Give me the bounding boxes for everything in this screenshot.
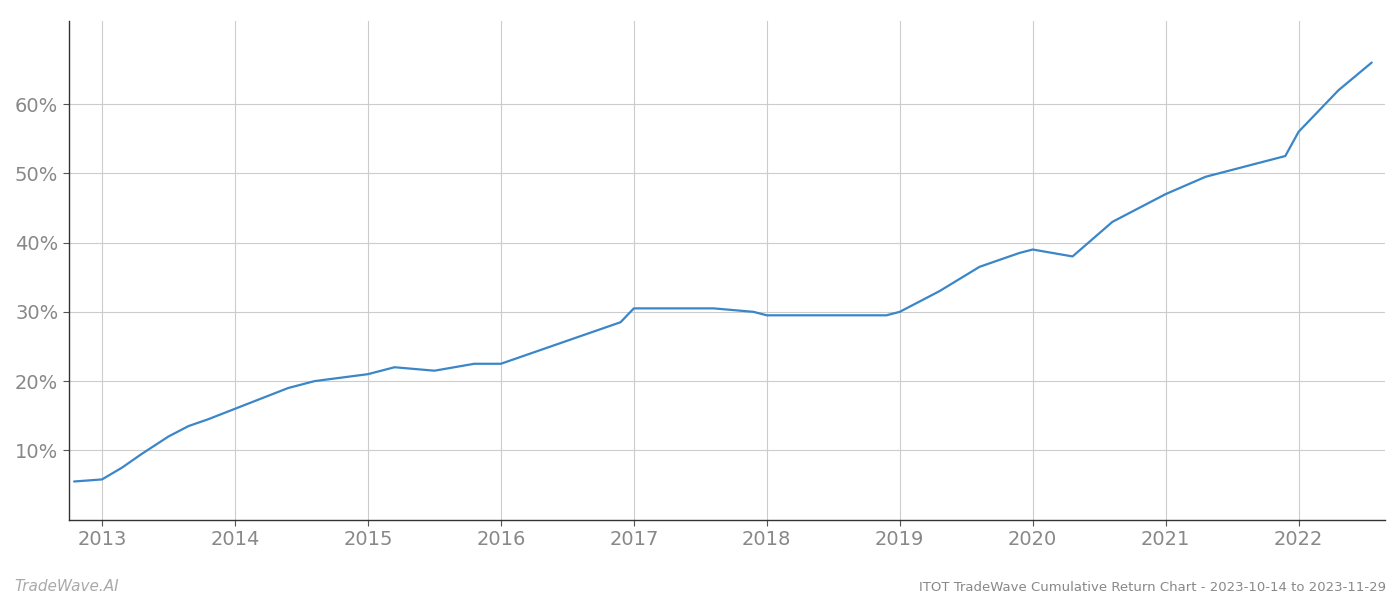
Text: TradeWave.AI: TradeWave.AI	[14, 579, 119, 594]
Text: ITOT TradeWave Cumulative Return Chart - 2023-10-14 to 2023-11-29: ITOT TradeWave Cumulative Return Chart -…	[918, 581, 1386, 594]
